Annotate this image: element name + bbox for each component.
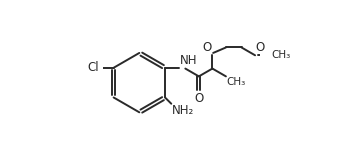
Text: NH: NH — [180, 54, 197, 67]
Text: Cl: Cl — [87, 61, 99, 74]
Text: CH₃: CH₃ — [227, 77, 246, 87]
Text: CH₃: CH₃ — [272, 50, 291, 60]
Text: NH₂: NH₂ — [172, 104, 194, 118]
Text: O: O — [194, 92, 204, 105]
Text: O: O — [256, 41, 265, 54]
Text: O: O — [202, 41, 212, 54]
